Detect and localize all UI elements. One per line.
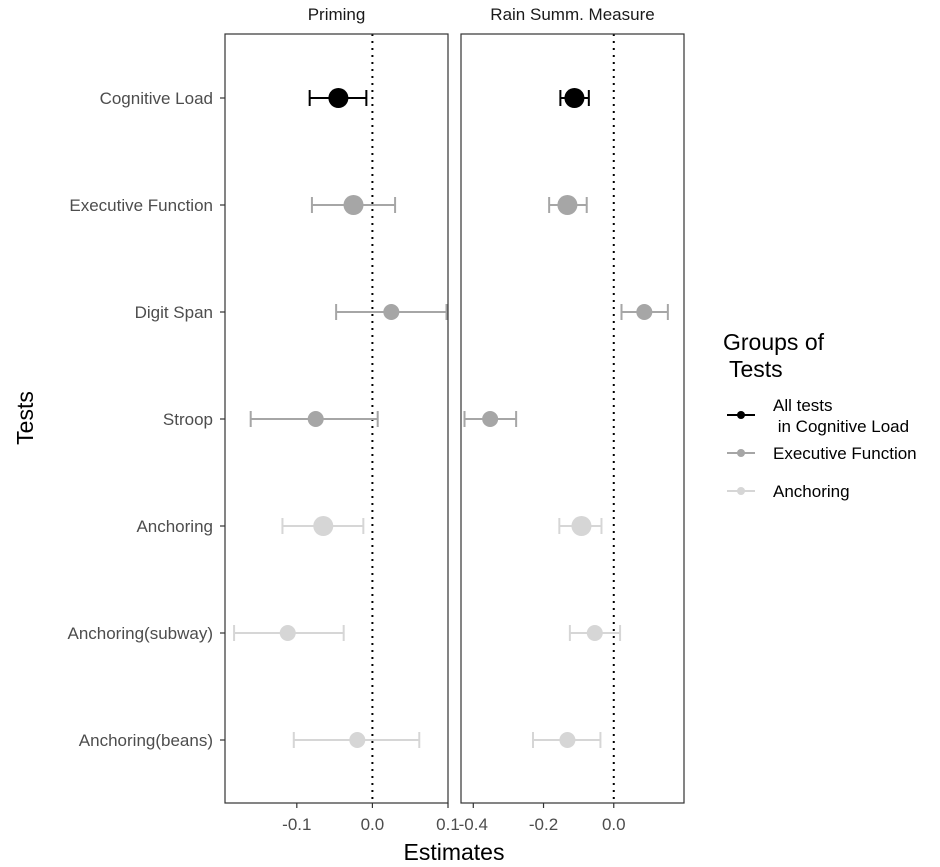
estimate-marker: [571, 516, 592, 536]
estimate-marker: [564, 88, 585, 108]
point-anchoring-subway: [233, 625, 345, 641]
point-anchoring: [558, 516, 603, 536]
legend-key-marker: [737, 487, 745, 495]
point-executive-function: [310, 195, 397, 215]
panel-rain-summ-measure: Rain Summ. Measure -0.4 -0.2 0.0: [459, 5, 685, 834]
estimate-marker: [586, 625, 603, 641]
estimate-marker: [482, 411, 499, 427]
panel-title: Rain Summ. Measure: [490, 5, 654, 24]
x-tick-label: 0.1: [436, 815, 460, 834]
x-tick-label: -0.4: [459, 815, 488, 834]
category-labels: Cognitive Load Executive Function Digit Sp…: [67, 89, 225, 750]
point-anchoring-subway: [568, 625, 622, 641]
point-cognitive-load: [559, 88, 590, 108]
legend-entry-all-tests-in-cognitive-load: All tests in Cognitive Load: [727, 396, 909, 436]
legend-label: Anchoring: [773, 482, 850, 501]
legend-key-marker: [737, 449, 745, 457]
point-stroop: [249, 411, 379, 427]
x-axis-title: Estimates: [404, 839, 505, 865]
plot-panels: Priming -0.1 0.0 0.1 Rain Summ. Measure -0.4 -…: [224, 5, 685, 834]
estimate-marker: [349, 732, 366, 748]
point-stroop: [463, 411, 518, 427]
point-anchoring-beans: [292, 732, 421, 748]
x-tick-label: -0.2: [529, 815, 558, 834]
legend-entry-executive-function: Executive Function: [727, 444, 917, 463]
estimate-marker: [307, 411, 324, 427]
estimate-marker: [557, 195, 578, 215]
point-anchoring-beans: [531, 732, 602, 748]
category-label-executive-function: Executive Function: [69, 196, 213, 215]
x-tick-label: 0.0: [361, 815, 385, 834]
category-label-anchoring-beans: Anchoring(beans): [79, 731, 213, 750]
category-label-anchoring-subway: Anchoring(subway): [67, 624, 213, 643]
legend-label: Executive Function: [773, 444, 917, 463]
estimate-marker: [559, 732, 576, 748]
estimate-marker: [383, 304, 400, 320]
category-label-stroop: Stroop: [163, 410, 213, 429]
legend-key-marker: [737, 411, 745, 419]
estimate-marker: [328, 88, 349, 108]
estimate-marker: [343, 195, 364, 215]
panel-priming: Priming -0.1 0.0 0.1: [224, 5, 460, 834]
category-label-digit-span: Digit Span: [135, 303, 213, 322]
legend-title: Groups of Tests: [723, 329, 825, 382]
x-tick-label: -0.1: [282, 815, 311, 834]
y-axis-title: Tests: [12, 391, 38, 445]
estimate-marker: [279, 625, 296, 641]
estimate-marker: [313, 516, 334, 536]
point-cognitive-load: [308, 88, 368, 108]
point-digit-span: [335, 304, 448, 320]
x-tick-label: 0.0: [602, 815, 626, 834]
point-digit-span: [620, 304, 669, 320]
estimate-marker: [636, 304, 653, 320]
category-label-anchoring: Anchoring: [136, 517, 213, 536]
panel-border: [460, 33, 685, 804]
legend-label: All tests in Cognitive Load: [773, 396, 909, 436]
legend: Groups of Tests All tests in Cognitive Lo…: [723, 329, 917, 501]
category-label-cognitive-load: Cognitive Load: [100, 89, 213, 108]
panel-title: Priming: [308, 5, 366, 24]
legend-entry-anchoring: Anchoring: [727, 482, 850, 501]
point-anchoring: [281, 516, 365, 536]
point-executive-function: [548, 195, 588, 215]
